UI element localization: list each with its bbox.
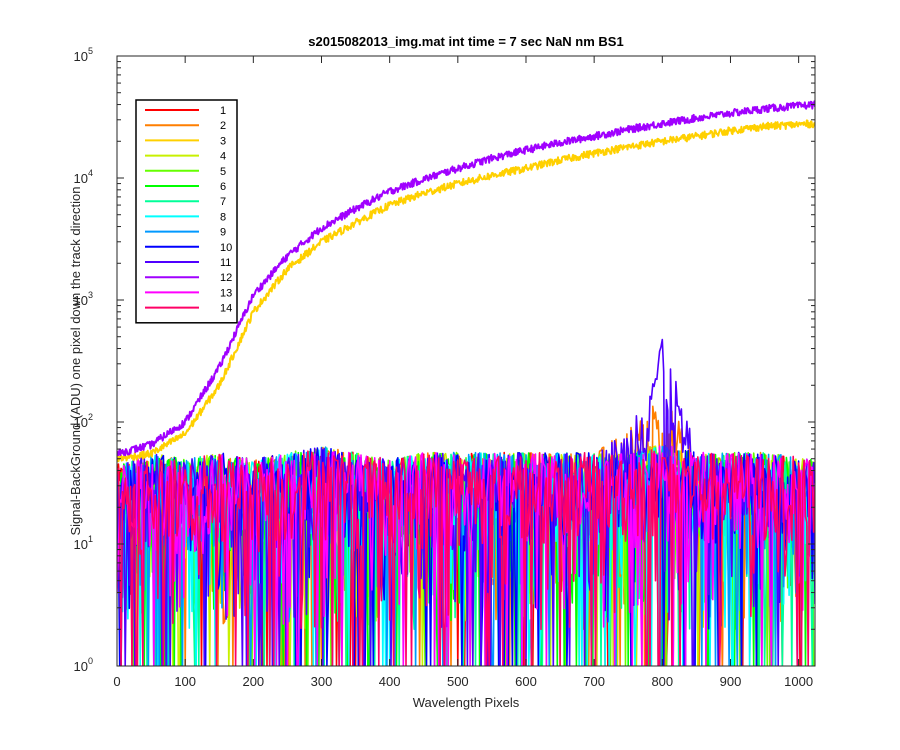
- x-tick-label: 100: [174, 674, 196, 689]
- x-tick-label: 200: [242, 674, 264, 689]
- x-tick-label: 0: [113, 674, 120, 689]
- plot-frame: [116, 55, 816, 667]
- legend-label-11: 11: [220, 257, 231, 269]
- x-tick-label: 900: [720, 674, 742, 689]
- x-tick-label: 1000: [784, 674, 813, 689]
- chart-title: s2015082013_img.mat int time = 7 sec NaN…: [308, 34, 623, 49]
- legend-label-9: 9: [220, 227, 226, 239]
- series-line-14: [117, 449, 815, 666]
- legend-label-12: 12: [220, 272, 232, 284]
- legend-label-2: 2: [220, 120, 226, 132]
- legend-label-14: 14: [220, 303, 232, 315]
- x-tick-label: 600: [515, 674, 537, 689]
- x-axis: 0 100 200 300 400 500 600 700 800 900 1000: [113, 56, 813, 689]
- x-tick-label: 700: [583, 674, 605, 689]
- series-line-12: [117, 100, 815, 457]
- series-layer: [117, 100, 815, 666]
- y-axis-label: Signal-BackGround (ADU) one pixel down t…: [68, 186, 83, 535]
- legend-label-10: 10: [220, 242, 232, 254]
- x-tick-label: 400: [379, 674, 401, 689]
- legend-label-8: 8: [220, 211, 226, 223]
- x-tick-label: 300: [311, 674, 333, 689]
- legend-label-1: 1: [220, 105, 226, 117]
- legend-box: [135, 99, 238, 324]
- legend-label-4: 4: [220, 151, 226, 163]
- legend-label-7: 7: [220, 196, 226, 208]
- legend-label-5: 5: [220, 166, 226, 178]
- legend-label-3: 3: [220, 135, 226, 147]
- x-tick-label: 800: [651, 674, 673, 689]
- legend-label-13: 13: [220, 287, 232, 299]
- x-tick-label: 500: [447, 674, 469, 689]
- x-axis-label: Wavelength Pixels: [413, 695, 520, 710]
- legend-label-6: 6: [220, 181, 226, 193]
- series-line-3: [117, 119, 815, 463]
